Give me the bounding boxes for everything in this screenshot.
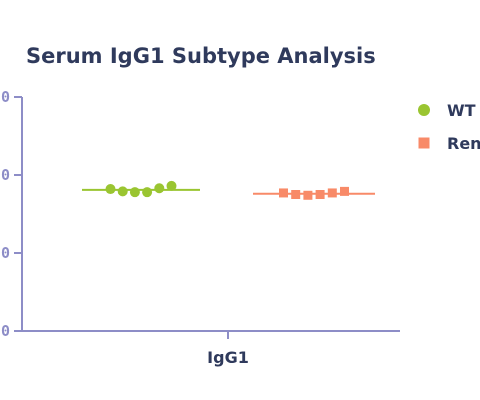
data-point xyxy=(154,183,165,194)
chart-title: Serum IgG1 Subtype Analysis xyxy=(26,44,376,68)
y-tick-label: 0 xyxy=(1,322,10,340)
data-point xyxy=(327,188,337,198)
data-point xyxy=(166,180,177,191)
legend-marker xyxy=(418,137,430,149)
x-tick-label: IgG1 xyxy=(207,348,249,367)
data-point xyxy=(142,187,153,198)
data-point xyxy=(291,190,301,199)
y-tick-label: 0 xyxy=(1,166,10,184)
data-point xyxy=(303,190,313,200)
data-point xyxy=(340,186,349,196)
data-point xyxy=(117,186,128,197)
axes: 0 0 0 0 IgG1 xyxy=(1,88,400,367)
data-point xyxy=(315,190,325,199)
data-point xyxy=(279,188,288,198)
y-tick-label: 0 xyxy=(1,244,10,262)
y-tick-label: 0 xyxy=(1,88,10,106)
data-point xyxy=(105,184,116,195)
legend-marker xyxy=(418,104,430,116)
data-point xyxy=(129,187,140,198)
legend-label: Ren xyxy=(447,134,480,153)
data-marks xyxy=(82,180,375,200)
legend: WT Ren xyxy=(418,101,480,153)
legend-label: WT xyxy=(447,101,476,120)
